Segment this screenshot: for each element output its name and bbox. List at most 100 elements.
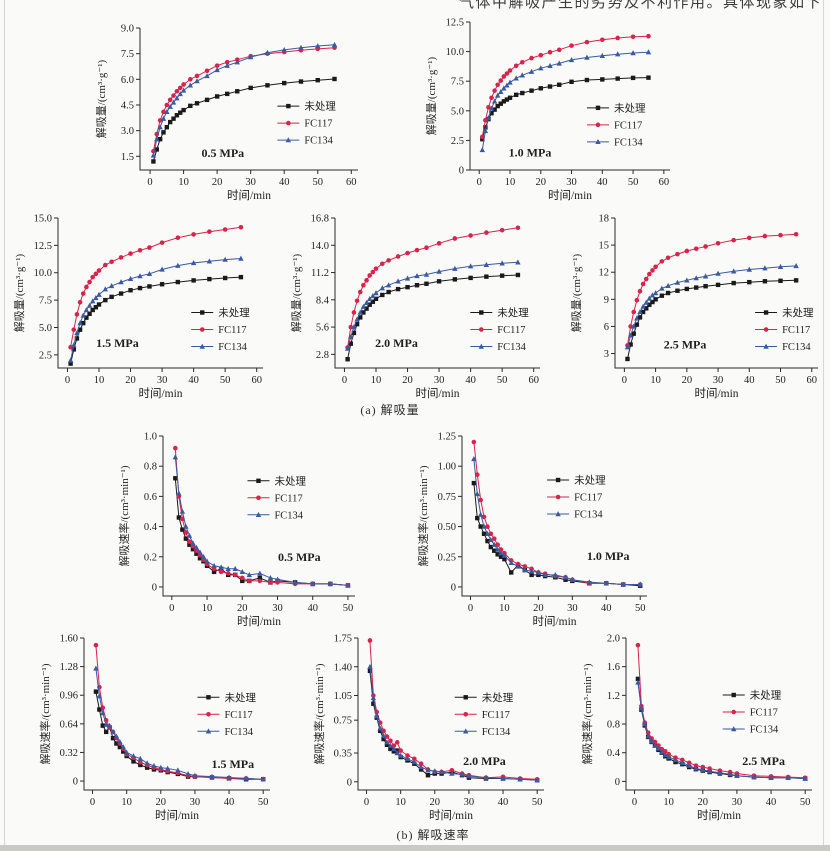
circle-marker-icon <box>84 284 89 290</box>
axes <box>625 638 812 791</box>
y-tick-label: 0.2 <box>144 552 157 563</box>
circle-marker-icon <box>498 78 504 83</box>
chart-desorption-rate-2.5mpa: 0 10 20 30 40 50 0 0.4 0.8 1.2 1.6 2.0 时间/min 解吸速率/(c… <box>580 630 822 824</box>
square-marker-icon <box>173 476 178 481</box>
triangle-marker-icon <box>232 565 238 572</box>
circle-marker-icon <box>693 246 699 252</box>
square-marker-icon <box>190 547 196 552</box>
y-tick-label: 0.8 <box>144 462 157 473</box>
triangle-marker-icon <box>385 282 392 288</box>
triangle-marker-icon <box>693 765 699 771</box>
x-tick-label: 50 <box>775 375 786 386</box>
square-marker-icon <box>74 336 80 341</box>
circle-marker-icon <box>191 232 196 237</box>
series-line-未处理 <box>369 670 538 781</box>
triangle-marker-icon <box>665 754 672 760</box>
x-axis-label: 时间/min <box>548 189 592 202</box>
x-tick-label: 50 <box>258 797 269 808</box>
square-marker-icon <box>128 288 133 293</box>
triangle-marker-icon <box>246 571 253 578</box>
circle-marker-icon <box>486 104 491 110</box>
triangle-marker-icon <box>491 98 498 104</box>
pressure-label: 2.0 MPa <box>463 754 506 768</box>
pressure-label: 1.0 MPa <box>509 146 552 160</box>
triangle-marker-icon <box>652 742 658 748</box>
circle-marker-icon <box>522 564 528 569</box>
circle-marker-icon <box>556 47 562 53</box>
circle-marker-icon <box>364 278 369 283</box>
y-tick-label: 8.4 <box>316 295 330 306</box>
square-marker-icon <box>161 130 166 135</box>
circle-marker-icon <box>615 35 620 41</box>
chart-svg-amount-1.0MPa: 0 10 20 30 40 50 60 0 2.5 5.0 7.5 10.0 12.5 时间/min 解吸量… <box>424 18 670 202</box>
square-marker-icon <box>345 357 350 362</box>
x-axis-label: 时间/min <box>155 809 199 822</box>
square-marker-icon <box>183 536 189 541</box>
series-line-FC117 <box>174 448 349 586</box>
square-marker-icon <box>144 765 150 770</box>
x-tick-label: 30 <box>245 177 256 188</box>
circle-marker-icon <box>504 71 510 76</box>
square-marker-icon <box>484 274 489 279</box>
triangle-marker-icon <box>118 279 124 285</box>
triangle-marker-icon <box>517 776 523 782</box>
triangle-marker-icon <box>702 273 709 279</box>
x-tick-label: 10 <box>650 375 661 386</box>
y-tick-label: 16.8 <box>311 214 329 225</box>
square-marker-icon <box>282 80 287 86</box>
pressure-label: 2.5 MPa <box>742 754 785 768</box>
triangle-marker-icon <box>638 705 645 711</box>
x-tick-label: 40 <box>597 177 608 188</box>
circle-marker-icon <box>159 240 165 245</box>
triangle-marker-icon <box>267 574 274 581</box>
triangle-marker-icon <box>146 270 153 277</box>
x-tick-label: 40 <box>498 797 509 808</box>
x-tick-label: 40 <box>188 375 199 386</box>
x-tick-label: 10 <box>395 797 406 808</box>
y-tick-label: 1.6 <box>607 662 620 673</box>
circle-marker-icon <box>569 43 574 48</box>
series-line-FC117 <box>627 233 797 346</box>
page-edge-left <box>4 0 5 845</box>
y-tick-label: 0 <box>347 777 352 788</box>
x-tick-label: 30 <box>272 603 283 614</box>
triangle-marker-icon <box>348 333 354 340</box>
square-marker-icon <box>191 278 196 283</box>
square-marker-icon <box>207 276 212 282</box>
chart-desorption-amount-1.5mpa: 0 10 20 30 40 50 60 2.5 5.0 7.5 10.0 12.5 15.0 时间/min… <box>12 210 273 402</box>
x-tick-label: 30 <box>567 603 578 614</box>
triangle-marker-icon <box>645 49 652 55</box>
triangle-marker-icon <box>222 256 228 262</box>
circle-marker-icon <box>381 728 386 734</box>
square-marker-icon <box>364 306 369 311</box>
x-axis-label: 时间/min <box>429 809 473 822</box>
triangle-marker-icon <box>370 695 377 701</box>
triangle-marker-icon <box>569 576 576 582</box>
triangle-marker-icon <box>380 732 387 738</box>
pressure-label: 2.0 MPa <box>375 336 418 350</box>
triangle-marker-icon <box>534 777 540 783</box>
y-tick-label: 6 <box>604 322 609 333</box>
legend-label: 未处理 <box>224 692 256 704</box>
square-marker-icon <box>96 302 102 307</box>
pressure-label: 0.5 MPa <box>202 146 245 160</box>
y-tick-label: 0.64 <box>60 719 79 730</box>
square-marker-icon <box>77 327 83 332</box>
square-marker-icon <box>286 103 291 109</box>
triangle-marker-icon <box>394 750 400 756</box>
circle-marker-icon <box>199 327 205 332</box>
triangle-marker-icon <box>117 738 123 744</box>
y-axis-label: 解吸量/(cm³·g⁻¹) <box>12 253 26 332</box>
series-line-FC117 <box>152 47 335 152</box>
circle-marker-icon <box>173 445 178 451</box>
triangle-marker-icon <box>260 776 266 782</box>
triangle-marker-icon <box>504 82 510 88</box>
x-tick-label: 40 <box>307 603 318 614</box>
x-axis-label: 时间/min <box>138 387 182 400</box>
triangle-marker-icon <box>144 760 150 766</box>
series-line-未处理 <box>174 478 349 586</box>
triangle-marker-icon <box>292 579 298 585</box>
triangle-marker-icon <box>542 571 548 578</box>
triangle-marker-icon <box>556 60 562 66</box>
square-marker-icon <box>298 79 304 84</box>
